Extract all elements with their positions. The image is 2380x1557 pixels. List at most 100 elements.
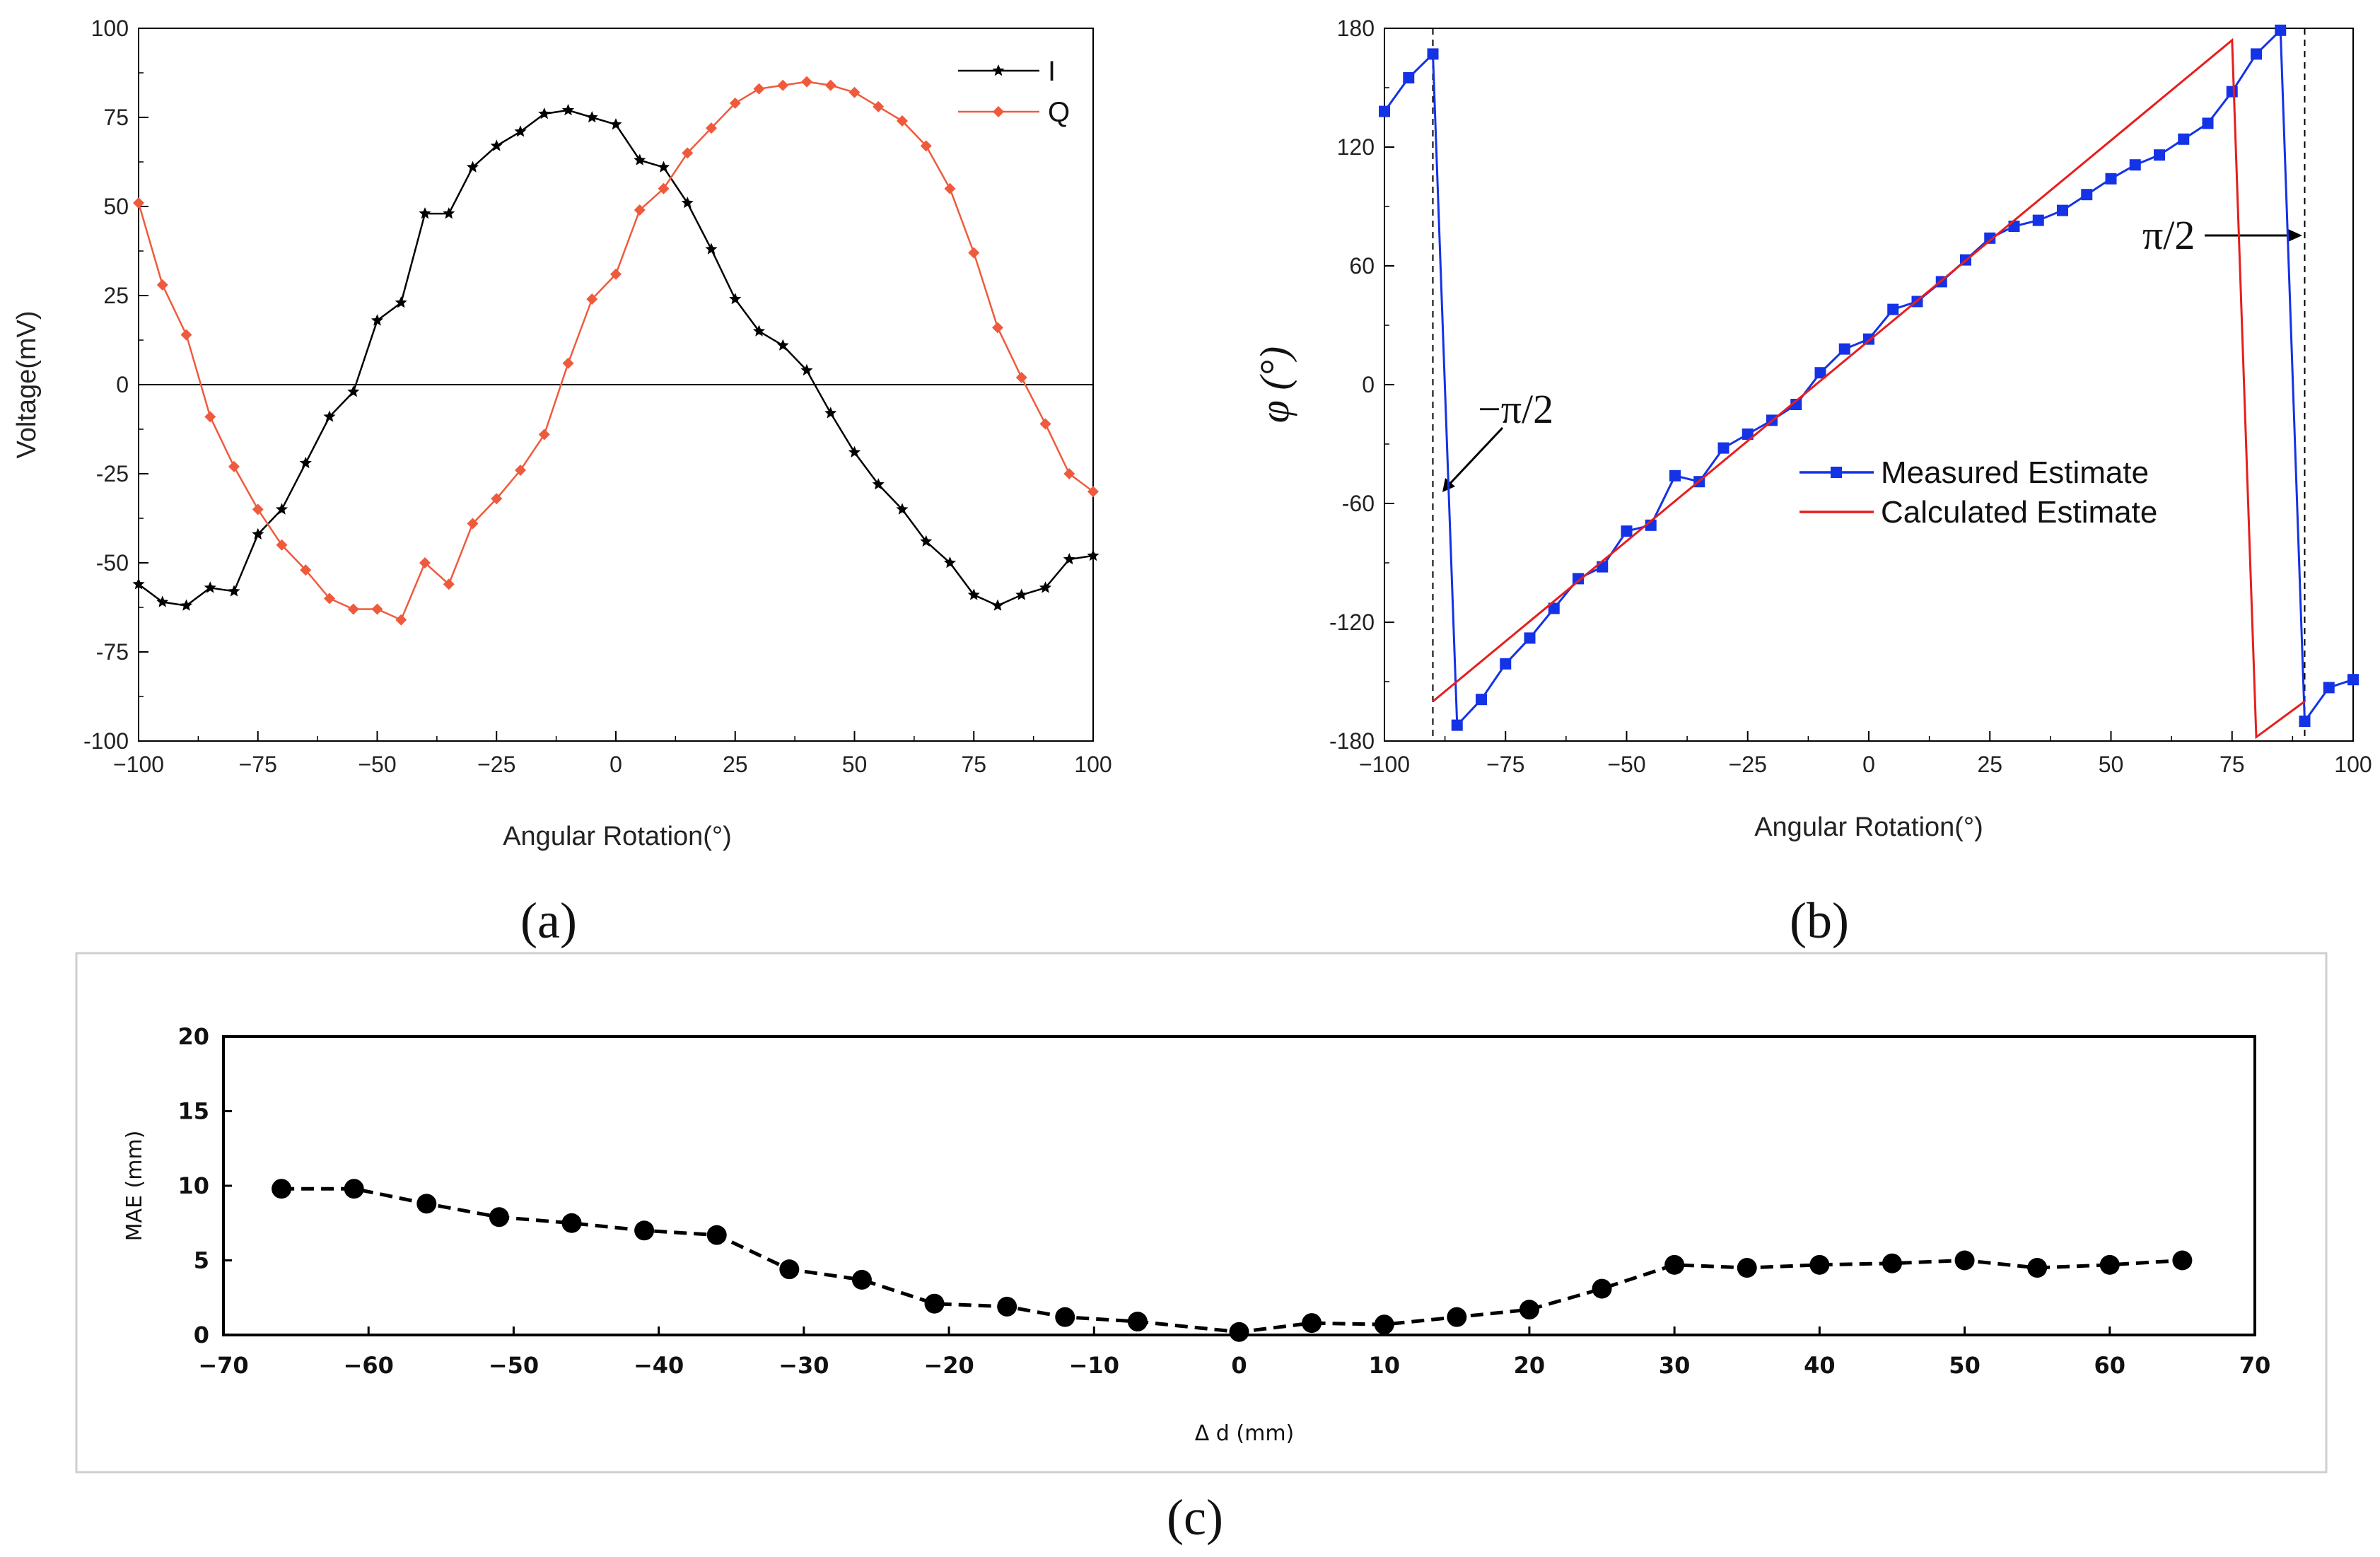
- data-point: [779, 1259, 800, 1280]
- data-point: [489, 1207, 509, 1227]
- data-point: [275, 503, 288, 515]
- chart-c-ylabel: MAE (mm): [122, 1131, 147, 1242]
- data-point: [228, 585, 240, 597]
- data-point: [419, 557, 431, 568]
- data-point: [658, 182, 670, 194]
- data-point: [920, 140, 932, 152]
- x-tick-label: −100: [113, 752, 164, 777]
- data-point: [776, 339, 789, 351]
- data-point: [609, 118, 622, 130]
- data-point: [228, 460, 240, 472]
- data-point: [1621, 525, 1633, 537]
- data-point: [1039, 581, 1052, 593]
- data-point: [634, 204, 646, 216]
- data-point: [1742, 428, 1754, 440]
- y-tick-label: 15: [177, 1098, 209, 1125]
- x-tick-label: −30: [778, 1352, 829, 1379]
- x-tick-label: −70: [198, 1352, 248, 1379]
- data-point: [872, 478, 885, 490]
- data-point: [1882, 1253, 1902, 1273]
- data-point: [848, 86, 861, 98]
- data-point: [1015, 588, 1028, 600]
- arrowhead-right-icon: [2288, 229, 2302, 242]
- data-point: [300, 564, 312, 576]
- data-point: [1476, 694, 1487, 706]
- chart-c: Δ d (mm) MAE (mm) (c) −70 −60 −50 −40 −30 −20…: [75, 952, 2328, 1546]
- x-tick-label: 25: [723, 752, 748, 777]
- data-point: [706, 1225, 727, 1245]
- legend-marker: [992, 64, 1005, 76]
- data-point: [800, 363, 813, 376]
- x-tick-label: 70: [2239, 1352, 2271, 1379]
- data-point: [1087, 486, 1099, 498]
- data-point: [944, 182, 956, 194]
- data-point: [2275, 24, 2287, 36]
- data-point: [920, 535, 933, 547]
- y-tick-label: -100: [83, 728, 129, 754]
- data-point: [585, 111, 598, 123]
- data-point: [490, 139, 503, 151]
- data-point: [705, 243, 718, 255]
- data-point: [824, 407, 837, 419]
- data-point: [1447, 1307, 1467, 1327]
- data-point: [1669, 470, 1681, 482]
- data-point: [2099, 1254, 2120, 1275]
- x-tick-label: 100: [1074, 752, 1112, 777]
- data-point: [1524, 632, 1536, 644]
- x-tick-label: −25: [477, 752, 515, 777]
- data-point: [344, 1179, 364, 1199]
- chart-b-ylabel: φ (°): [1252, 346, 1297, 423]
- x-tick-label: −60: [344, 1352, 394, 1379]
- data-point: [347, 385, 360, 397]
- y-tick-label: 75: [103, 105, 129, 130]
- data-point: [1302, 1313, 1322, 1334]
- data-point: [1809, 1254, 1830, 1275]
- data-point: [1379, 105, 1390, 117]
- data-point: [347, 603, 359, 615]
- panel-label-c: (c): [1167, 1489, 1223, 1546]
- x-tick-label: −40: [634, 1352, 684, 1379]
- data-point: [2081, 189, 2093, 201]
- data-point: [562, 357, 574, 369]
- data-point: [729, 293, 742, 305]
- y-tick-label: 50: [103, 194, 129, 219]
- data-point: [561, 1213, 582, 1233]
- chart-c-border: [75, 952, 2328, 1474]
- data-point: [2202, 117, 2214, 129]
- x-tick-label: 50: [2099, 752, 2124, 777]
- y-tick-label: 0: [116, 372, 129, 397]
- chart-c-frame: [222, 1035, 2256, 1336]
- data-point: [204, 581, 216, 593]
- data-point: [1039, 418, 1051, 430]
- data-point: [1519, 1300, 1539, 1320]
- data-point: [2299, 716, 2311, 727]
- data-point: [156, 595, 169, 607]
- chart-b-legend: Measured Estimate Calculated Estimate: [1799, 455, 2157, 530]
- data-point: [491, 493, 503, 505]
- data-point: [1063, 553, 1075, 565]
- data-point: [610, 268, 622, 280]
- y-tick-label: 5: [194, 1247, 209, 1274]
- data-point: [180, 329, 192, 341]
- data-point: [371, 603, 383, 615]
- y-tick-label: 0: [1362, 372, 1375, 397]
- data-point: [1229, 1322, 1249, 1342]
- y-tick-label: 100: [91, 16, 129, 41]
- data-point: [538, 428, 550, 441]
- chart-c-xlabel: Δ d (mm): [1195, 1421, 1295, 1446]
- chart-a-legend: IQ: [958, 56, 1070, 128]
- data-point: [967, 588, 980, 600]
- data-point: [992, 322, 1003, 334]
- legend-label: I: [1048, 56, 1056, 87]
- x-tick-label: 10: [1368, 1352, 1400, 1379]
- data-point: [416, 1194, 437, 1214]
- data-point: [682, 147, 694, 159]
- data-point: [2027, 1258, 2048, 1278]
- data-point: [848, 445, 861, 457]
- x-tick-label: −100: [1359, 752, 1410, 777]
- data-point: [276, 539, 288, 551]
- x-tick-label: −75: [239, 752, 277, 777]
- data-point: [2032, 214, 2044, 226]
- y-tick-label: 25: [103, 283, 129, 308]
- data-point: [1500, 658, 1512, 670]
